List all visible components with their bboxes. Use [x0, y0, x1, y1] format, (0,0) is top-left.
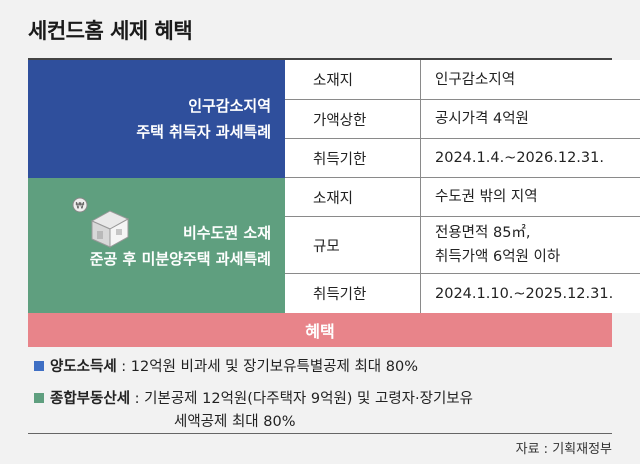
- row-value-line2: 취득가액 6억원 이하: [435, 249, 561, 265]
- section2-label: 비수도권 소재 준공 후 미분양주택 과세특례: [28, 178, 285, 313]
- row-key: 취득기한: [285, 139, 421, 177]
- row-value: 인구감소지역: [435, 71, 516, 88]
- benefit-item-name: 종합부동산세: [50, 391, 131, 407]
- section1-label-line1: 인구감소지역: [188, 97, 271, 115]
- row-key: 소재지: [285, 178, 421, 216]
- benefit-header: 혜택: [28, 313, 612, 347]
- row-value: 2024.1.4.~2026.12.31.: [435, 150, 604, 166]
- row-value: 공시가격 4억원: [435, 111, 529, 127]
- benefit-item-property-tax: 종합부동산세 : 기본공제 12억원(다주택자 9억원) 및 고령자·장기보유: [34, 387, 473, 408]
- section2-row-location: 소재지 수도권 밖의 지역: [285, 178, 640, 217]
- row-value: 수도권 밖의 지역: [435, 189, 538, 205]
- section1-row-price-cap: 가액상한 공시가격 4억원: [285, 100, 640, 139]
- benefit-item-capital-gains: 양도소득세 : 12억원 비과세 및 장기보유특별공제 최대 80%: [34, 355, 418, 376]
- row-value: 2024.1.10.~2025.12.31.: [435, 285, 614, 302]
- row-key: 취득기한: [285, 274, 421, 313]
- section1-label-line2: 주택 취득자 과세특례: [136, 123, 271, 141]
- source-note: 자료 : 기획재정부: [515, 442, 612, 457]
- section2-row-deadline: 취득기한 2024.1.10.~2025.12.31.: [285, 274, 640, 313]
- svg-text:₩: ₩: [76, 202, 85, 212]
- row-key: 소재지: [285, 60, 421, 99]
- row-key: 규모: [285, 217, 421, 273]
- section2-row-size: 규모 전용면적 85㎡, 취득가액 6억원 이하: [285, 217, 640, 274]
- house-icon: ₩: [72, 197, 130, 248]
- section1-label: 인구감소지역 주택 취득자 과세특례: [28, 60, 285, 178]
- benefit-item-text: : 12억원 비과세 및 장기보유특별공제 최대 80%: [116, 359, 418, 375]
- section2-label-line1: 비수도권 소재: [182, 223, 271, 242]
- row-key: 가액상한: [285, 100, 421, 138]
- benefit-item-name: 양도소득세: [50, 359, 117, 375]
- section2-label-line2: 준공 후 미분양주택 과세특례: [89, 249, 271, 268]
- blue-square-icon: [34, 361, 44, 371]
- row-value-line1: 전용면적 85㎡,: [435, 225, 531, 241]
- row-value: 전용면적 85㎡, 취득가액 6억원 이하: [421, 221, 560, 269]
- section1-row-location: 소재지 인구감소지역: [285, 60, 640, 100]
- section1-row-deadline: 취득기한 2024.1.4.~2026.12.31.: [285, 139, 640, 178]
- benefit-item-property-tax-cont: 세액공제 최대 80%: [174, 414, 296, 430]
- benefit-item-text: : 기본공제 12억원(다주택자 9억원) 및 고령자·장기보유: [130, 391, 473, 407]
- bottom-divider: [28, 433, 612, 434]
- top-divider: [28, 58, 612, 60]
- green-square-icon: [34, 393, 44, 403]
- page-title: 세컨드홈 세제 혜택: [28, 19, 193, 43]
